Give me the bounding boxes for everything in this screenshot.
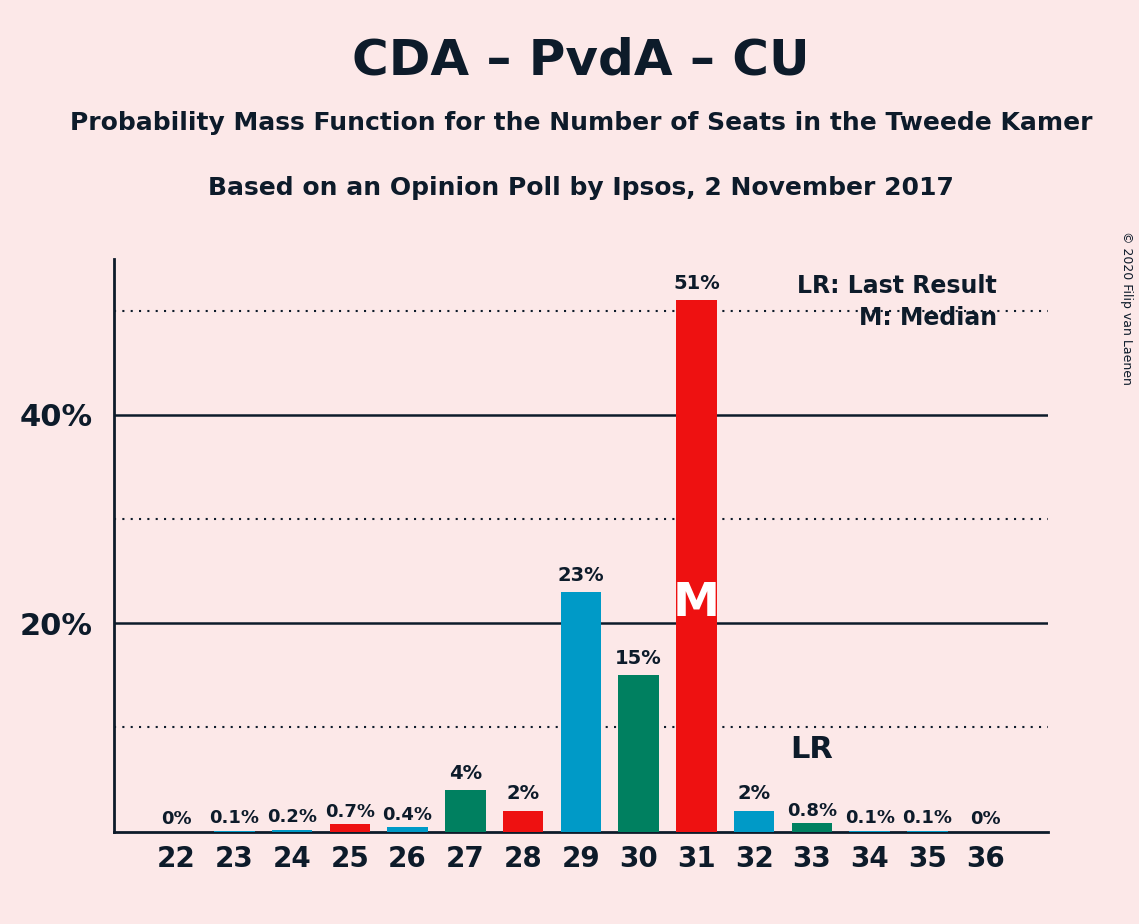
Bar xyxy=(329,824,370,832)
Text: 0%: 0% xyxy=(970,810,1000,829)
Bar xyxy=(272,830,312,832)
Text: Probability Mass Function for the Number of Seats in the Tweede Kamer: Probability Mass Function for the Number… xyxy=(69,111,1092,135)
Text: 23%: 23% xyxy=(558,565,604,585)
Text: 15%: 15% xyxy=(615,649,662,668)
Text: M: M xyxy=(673,580,720,626)
Text: 0.8%: 0.8% xyxy=(787,802,837,821)
Text: 4%: 4% xyxy=(449,763,482,783)
Bar xyxy=(618,675,658,832)
Text: 0.2%: 0.2% xyxy=(267,808,317,826)
Bar xyxy=(734,810,775,832)
Bar xyxy=(677,300,716,832)
Text: 0.7%: 0.7% xyxy=(325,803,375,821)
Bar xyxy=(387,827,428,832)
Text: M: Median: M: Median xyxy=(859,306,997,330)
Text: 2%: 2% xyxy=(738,784,771,804)
Text: 0.1%: 0.1% xyxy=(845,809,895,827)
Bar xyxy=(908,831,948,832)
Bar xyxy=(445,790,485,832)
Bar xyxy=(560,592,601,832)
Text: 0.4%: 0.4% xyxy=(383,807,433,824)
Text: 0.1%: 0.1% xyxy=(210,809,260,827)
Text: © 2020 Filip van Laenen: © 2020 Filip van Laenen xyxy=(1121,231,1133,385)
Bar xyxy=(850,831,890,832)
Text: 2%: 2% xyxy=(507,784,540,804)
Text: 0.1%: 0.1% xyxy=(902,809,952,827)
Bar xyxy=(214,831,254,832)
Text: Based on an Opinion Poll by Ipsos, 2 November 2017: Based on an Opinion Poll by Ipsos, 2 Nov… xyxy=(208,176,953,200)
Text: CDA – PvdA – CU: CDA – PvdA – CU xyxy=(352,37,810,85)
Bar xyxy=(792,823,833,832)
Text: 51%: 51% xyxy=(673,274,720,293)
Text: LR: LR xyxy=(790,735,834,764)
Text: LR: Last Result: LR: Last Result xyxy=(797,274,997,298)
Bar xyxy=(503,810,543,832)
Text: 0%: 0% xyxy=(162,810,191,829)
